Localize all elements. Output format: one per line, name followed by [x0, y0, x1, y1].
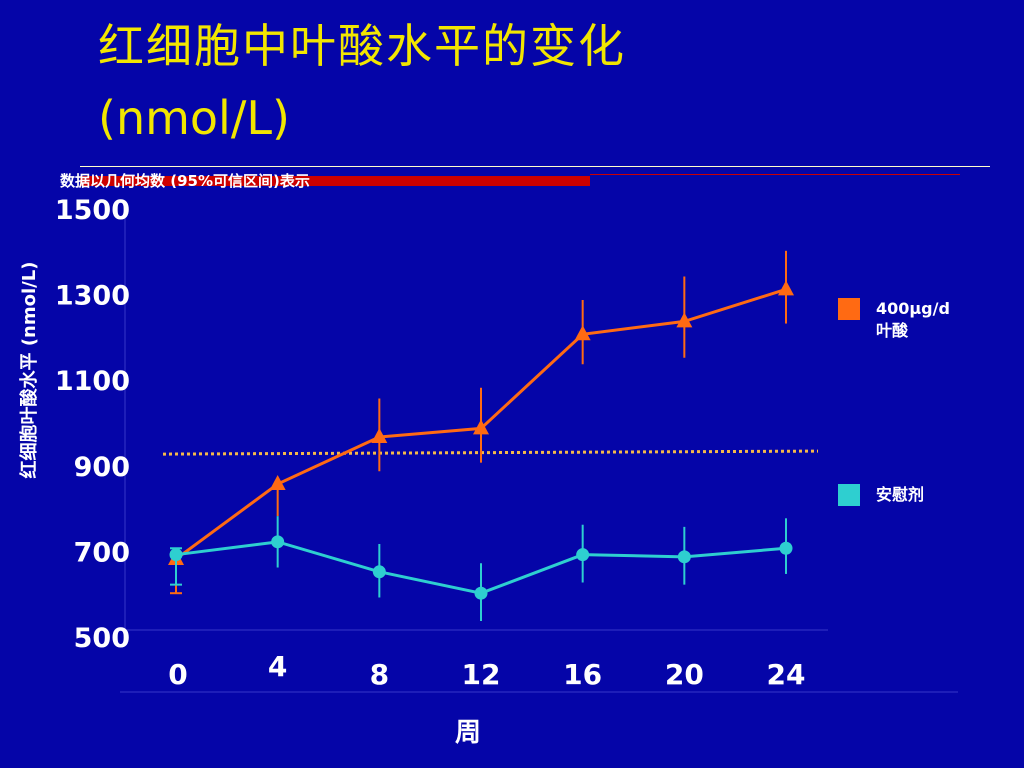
legend-label-placebo: 安慰剂	[876, 485, 925, 504]
slide-title-unit: (nmol/L)	[98, 91, 290, 145]
y-tick-label: 900	[74, 452, 130, 483]
y-tick-label: 700	[74, 537, 130, 568]
data-point	[574, 325, 591, 341]
legend-label-folate: 400μg/d 叶酸	[876, 298, 996, 342]
y-tick-label: 500	[74, 623, 130, 654]
data-point	[778, 280, 794, 296]
y-tick-label: 1300	[55, 281, 130, 312]
data-point	[676, 312, 693, 328]
data-note: 数据以几何均数 (95%可信区间)表示	[60, 172, 310, 190]
title-divider	[80, 166, 990, 167]
x-tick-label: 4	[268, 650, 287, 683]
title-accent-bar	[80, 176, 590, 186]
title-accent-line	[590, 174, 960, 175]
data-point	[372, 565, 386, 579]
data-point	[371, 427, 388, 443]
x-tick-label: 0	[168, 658, 187, 691]
slide-title: 红细胞中叶酸水平的变化	[98, 19, 626, 73]
series-folate	[168, 250, 794, 595]
data-point	[473, 419, 489, 435]
tick-labels: 500 700 900 1100 1300 1500 0 4 8 12 16 20 24	[55, 195, 806, 691]
data-point	[271, 535, 285, 549]
x-tick-label: 12	[462, 658, 501, 691]
legend-swatch-folate	[838, 298, 860, 320]
data-point	[779, 541, 793, 555]
x-tick-label: 20	[665, 658, 704, 691]
x-axis-label: 周	[455, 718, 482, 748]
x-tick-label: 24	[767, 658, 806, 691]
chart-axes	[120, 210, 958, 693]
legend-label-folate-line2: 叶酸	[876, 321, 909, 340]
data-point	[576, 548, 590, 562]
x-tick-label: 8	[370, 658, 389, 691]
series-layer	[168, 250, 794, 622]
y-tick-label: 1500	[55, 195, 130, 226]
data-point	[677, 550, 691, 564]
series-placebo	[169, 516, 793, 622]
reference-line-group	[162, 449, 819, 456]
legend-swatch-placebo	[838, 484, 860, 506]
data-point	[269, 475, 286, 491]
y-tick-label: 1100	[55, 366, 130, 397]
data-point	[474, 586, 488, 600]
x-tick-label: 16	[563, 658, 602, 691]
reference-line	[162, 449, 819, 456]
data-point	[169, 548, 183, 562]
legend-label-folate-line1: 400μg/d	[876, 299, 950, 318]
